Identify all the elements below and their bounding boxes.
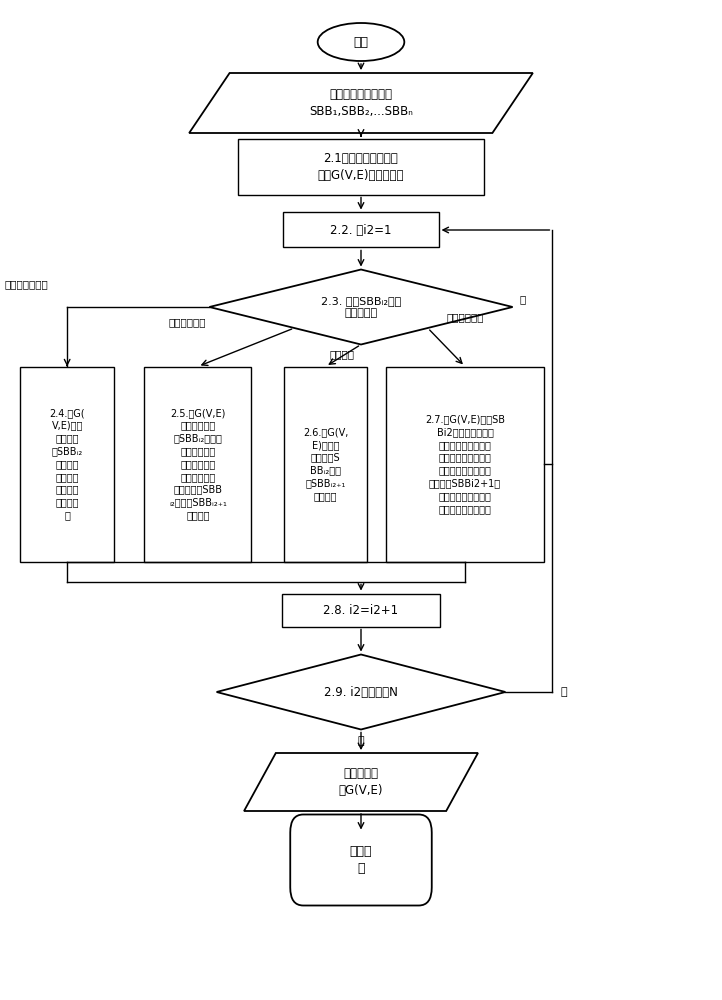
Text: 2.6.在G(V,
E)中添加
一条节点S
BBᵢ₂到节
点SBBᵢ₂₊₁
的有向边: 2.6.在G(V, E)中添加 一条节点S BBᵢ₂到节 点SBBᵢ₂₊₁ 的有… xyxy=(303,427,348,501)
Text: 无条件跳转指令: 无条件跳转指令 xyxy=(4,279,48,289)
Text: 转第三
步: 转第三 步 xyxy=(349,845,373,875)
Text: 无存基本块序列序列
SBB₁,SBB₂,...SBBₙ: 无存基本块序列序列 SBB₁,SBB₂,...SBBₙ xyxy=(309,88,413,118)
Text: 函数调用指令: 函数调用指令 xyxy=(447,312,484,322)
Bar xyxy=(386,366,544,562)
Bar xyxy=(20,366,114,562)
Text: 2.5.在G(V,E)
中添加一条节
点SBBᵢ₂到转移
目标所在的基
本块节点的有
向边，并且添
加一条节点SBB
ᵢ₂到节点SBBᵢ₂₊₁
的有向边: 2.5.在G(V,E) 中添加一条节 点SBBᵢ₂到转移 目标所在的基 本块节点… xyxy=(169,408,227,520)
Text: 2.7.在G(V,E)中从SB
Bi2向被调用函数的
入口无存基本块画一
条有向边，并且从被
调用函数的退出无存
基本块向SBBi2+1画
一条有向边，表示函
: 2.7.在G(V,E)中从SB Bi2向被调用函数的 入口无存基本块画一 条有向… xyxy=(425,414,505,514)
Text: 是: 是 xyxy=(357,736,365,746)
Text: 2.9. i2是否大于N: 2.9. i2是否大于N xyxy=(324,686,398,698)
Text: 普通指令: 普通指令 xyxy=(329,350,355,360)
Bar xyxy=(238,139,484,194)
Text: 否: 否 xyxy=(561,687,567,697)
Text: 2.3. 判断SBBᵢ₂最后
指令的类型: 2.3. 判断SBBᵢ₂最后 指令的类型 xyxy=(321,296,401,318)
Text: 2.1将每个无存基本块
作为G(V,E)的一个节点: 2.1将每个无存基本块 作为G(V,E)的一个节点 xyxy=(318,152,404,182)
Text: 条: 条 xyxy=(520,294,526,304)
Text: 开始: 开始 xyxy=(354,35,368,48)
Bar xyxy=(282,593,440,626)
Text: 条件跳转指令: 条件跳转指令 xyxy=(169,317,206,327)
Text: 2.4.在G(
V,E)中添
加一条节
点SBBᵢ₂
到转移目
标所在的
基本块节
点的有向
边: 2.4.在G( V,E)中添 加一条节 点SBBᵢ₂ 到转移目 标所在的 基本块… xyxy=(49,408,85,520)
Text: 2.2. 令i2=1: 2.2. 令i2=1 xyxy=(330,224,392,236)
Bar xyxy=(144,366,251,562)
Text: 2.8. i2=i2+1: 2.8. i2=i2+1 xyxy=(323,603,399,616)
Bar xyxy=(284,366,367,562)
Text: 程序控制流
图G(V,E): 程序控制流 图G(V,E) xyxy=(339,767,383,797)
Bar xyxy=(283,212,439,247)
